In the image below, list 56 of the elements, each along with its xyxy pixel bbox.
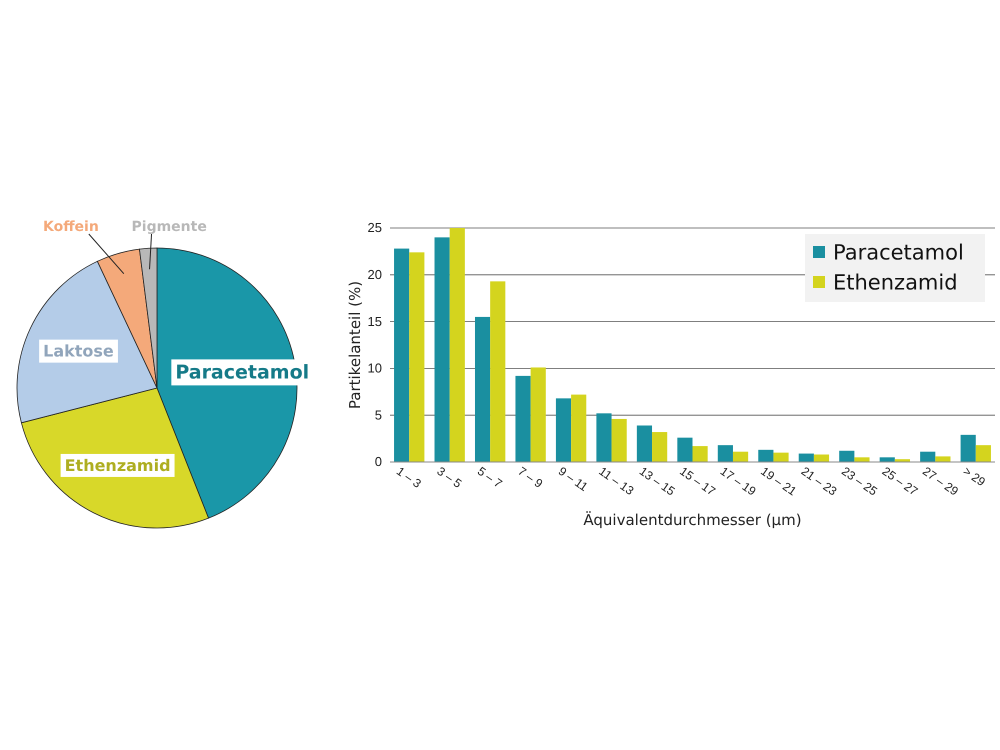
y-axis-title: Partikelanteil (%) — [346, 280, 364, 410]
slice-label: Koffein — [42, 218, 99, 235]
x-tick-label: 5 – 7 — [474, 464, 506, 491]
slice-label: Pigmente — [132, 218, 207, 235]
x-tick-label: 13 – 15 — [636, 464, 678, 499]
bar — [960, 434, 976, 462]
legend-label: Paracetamol — [833, 240, 964, 264]
x-tick-label: 1 – 3 — [394, 464, 424, 491]
y-tick-label: 25 — [368, 220, 382, 236]
x-tick-label: 9 – 11 — [556, 464, 591, 494]
bar — [773, 452, 789, 462]
y-tick-label: 20 — [368, 266, 382, 282]
bar — [490, 281, 506, 462]
legend-label: Ethenzamid — [833, 270, 958, 294]
x-tick-label: 19 – 21 — [758, 464, 800, 499]
bar — [450, 228, 465, 462]
bar — [692, 446, 708, 462]
y-tick-label: 15 — [368, 314, 382, 329]
x-tick-label: 11 – 13 — [596, 464, 637, 498]
bar — [732, 452, 748, 462]
bar — [976, 445, 991, 462]
bar — [596, 413, 612, 462]
x-tick-label: 7 – 9 — [515, 464, 546, 491]
x-tick-label: 23 – 25 — [839, 464, 880, 499]
bar — [556, 398, 572, 462]
bar — [515, 376, 531, 462]
bar — [677, 438, 692, 462]
bar — [394, 248, 410, 462]
bar — [839, 450, 854, 462]
bar — [920, 452, 936, 462]
y-tick-label: 5 — [374, 407, 382, 422]
y-tick-label: 10 — [368, 360, 382, 376]
bar — [571, 394, 586, 462]
slice-label: Laktose — [43, 342, 114, 361]
slice-label: Paracetamol — [175, 361, 310, 384]
bar — [636, 425, 652, 462]
bar — [814, 454, 830, 462]
bar — [530, 367, 546, 462]
bar — [474, 316, 490, 462]
x-tick-label: 21 – 23 — [798, 464, 840, 499]
x-tick-label: 27 – 29 — [920, 464, 962, 499]
slice-label: Ethenzamid — [64, 456, 171, 475]
bar — [718, 445, 733, 462]
bar — [612, 418, 627, 462]
bar — [758, 450, 774, 462]
x-tick-label: 15 – 17 — [677, 464, 718, 499]
x-tick-label: 17 – 19 — [718, 464, 759, 499]
y-tick-label: 0 — [374, 454, 382, 470]
bar — [652, 432, 668, 462]
bar — [798, 454, 814, 462]
x-axis-title: Äquivalentdurchmesser (µm) — [583, 511, 802, 529]
bar — [409, 252, 424, 462]
x-tick-label: > 29 — [960, 464, 988, 490]
bar — [434, 237, 450, 462]
x-tick-label: 3 – 5 — [434, 464, 465, 491]
x-tick-label: 25 – 27 — [880, 464, 921, 499]
